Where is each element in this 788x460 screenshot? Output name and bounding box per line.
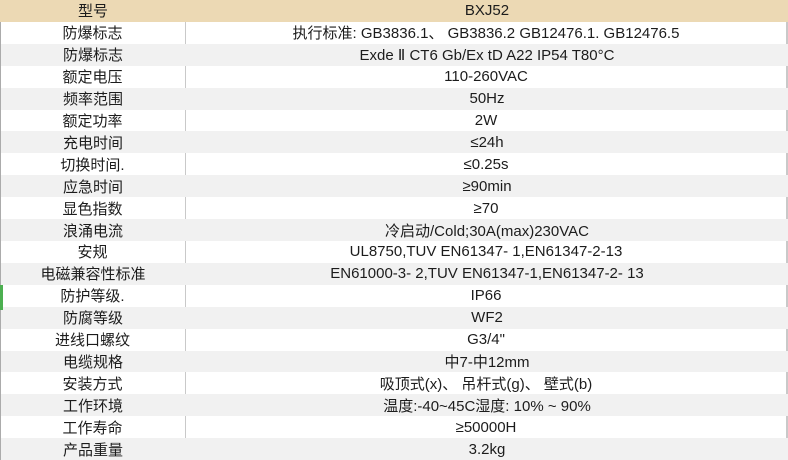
- table-row: 产品重量 3.2kg: [0, 438, 788, 460]
- row-label-cell: 工作寿命: [0, 416, 186, 439]
- table-row: 安规 UL8750,TUV EN61347- 1,EN61347-2-13: [0, 240, 788, 263]
- table-row: 工作环境 温度:-40~45C湿度: 10% ~ 90%: [0, 394, 788, 417]
- table-row: 工作寿命 ≥50000H: [0, 416, 788, 439]
- row-value-cell: ≥50000H: [186, 416, 788, 439]
- table-row: 充电时间 ≤24h: [0, 131, 788, 154]
- row-label-cell: 浪涌电流: [62, 222, 123, 240]
- row-label-cell: 防爆标志: [62, 47, 123, 65]
- table-row: 电缆规格 中7-中12mm: [0, 350, 788, 373]
- row-value-cell: ≤0.25s: [186, 153, 788, 176]
- table-row: 防护等级. IP66: [0, 284, 788, 307]
- table-header-row: 型号 BXJ52: [0, 0, 788, 22]
- header-label-cell: 型号: [77, 3, 108, 21]
- table-left-edge-line: [0, 22, 1, 460]
- row-label-cell: 应急时间: [62, 178, 123, 196]
- row-value-cell: 温度:-40~45C湿度: 10% ~ 90%: [383, 397, 591, 415]
- row-value-cell: UL8750,TUV EN61347- 1,EN61347-2-13: [186, 240, 788, 263]
- row-value-cell: G3/4": [186, 328, 788, 351]
- row-label-cell: 防腐等级: [62, 310, 123, 328]
- row-value-cell: 50Hz: [469, 90, 505, 108]
- table-row: 切换时间. ≤0.25s: [0, 153, 788, 176]
- row-value-cell: IP66: [186, 284, 788, 307]
- table-row: 防爆标志 Exde Ⅱ CT6 Gb/Ex tD A22 IP54 T80°C: [0, 43, 788, 66]
- table-row: 显色指数 ≥70: [0, 197, 788, 220]
- row-value-cell: 中7-中12mm: [444, 353, 530, 371]
- row-value-cell: 3.2kg: [468, 440, 506, 458]
- row-value-cell: ≤24h: [470, 133, 504, 151]
- row-value-cell: 2W: [186, 109, 788, 132]
- table-row: 进线口螺纹 G3/4": [0, 328, 788, 351]
- row-value-cell: Exde Ⅱ CT6 Gb/Ex tD A22 IP54 T80°C: [359, 46, 615, 64]
- table-row: 防爆标志 执行标准: GB3836.1、 GB3836.2 GB12476.1.…: [0, 21, 788, 44]
- table-row: 额定功率 2W: [0, 109, 788, 132]
- row-label-cell: 进线口螺纹: [0, 328, 186, 351]
- green-accent-bar: [0, 285, 3, 310]
- row-label-cell: 产品重量: [62, 441, 123, 459]
- row-label-cell: 安规: [0, 240, 186, 263]
- row-value-cell: 110-260VAC: [186, 65, 788, 88]
- row-label-cell: 安装方式: [0, 372, 186, 395]
- row-label-cell: 电缆规格: [62, 353, 123, 371]
- row-value-cell: 执行标准: GB3836.1、 GB3836.2 GB12476.1. GB12…: [186, 21, 788, 44]
- row-label-cell: 防爆标志: [0, 21, 186, 44]
- row-label-cell: 工作环境: [62, 397, 123, 415]
- row-label-cell: 额定电压: [0, 65, 186, 88]
- table-row: 频率范围 50Hz: [0, 87, 788, 110]
- row-label-cell: 充电时间: [62, 134, 123, 152]
- table-row: 安装方式 吸顶式(x)、 吊杆式(g)、 壁式(b): [0, 372, 788, 395]
- row-value-cell: ≥90min: [462, 177, 512, 195]
- row-value-cell: EN61000-3- 2,TUV EN61347-1,EN61347-2- 13: [330, 265, 644, 283]
- row-value-cell: WF2: [471, 309, 503, 327]
- row-value-cell: ≥70: [186, 197, 788, 220]
- row-label-cell: 频率范围: [62, 91, 123, 109]
- row-value-cell: 冷启动/Cold;30A(max)230VAC: [385, 222, 589, 240]
- table-row: 防腐等级 WF2: [0, 306, 788, 329]
- header-value-cell: BXJ52: [464, 2, 510, 20]
- row-label-cell: 显色指数: [0, 197, 186, 220]
- row-value-cell: 吸顶式(x)、 吊杆式(g)、 壁式(b): [186, 372, 788, 395]
- table-row: 电磁兼容性标准 EN61000-3- 2,TUV EN61347-1,EN613…: [0, 262, 788, 285]
- table-row: 额定电压 110-260VAC: [0, 65, 788, 88]
- row-label-cell: 防护等级.: [0, 284, 186, 307]
- row-label-cell: 电磁兼容性标准: [40, 266, 146, 284]
- table-row: 应急时间 ≥90min: [0, 175, 788, 198]
- row-label-cell: 切换时间.: [0, 153, 186, 176]
- table-row: 浪涌电流 冷启动/Cold;30A(max)230VAC: [0, 219, 788, 241]
- row-label-cell: 额定功率: [0, 109, 186, 132]
